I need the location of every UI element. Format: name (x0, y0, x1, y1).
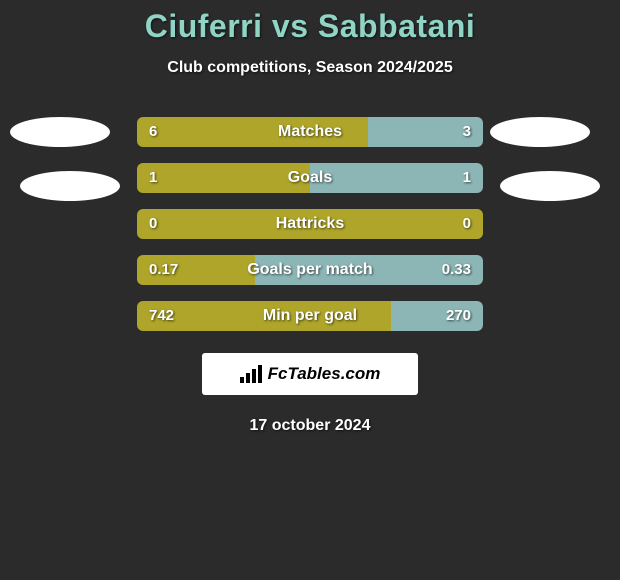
stat-value-right: 0.33 (442, 255, 471, 285)
stat-row: 0.170.33Goals per match (137, 255, 483, 285)
stat-value-right: 1 (463, 163, 471, 193)
stat-value-left: 742 (149, 301, 174, 331)
stat-value-left: 6 (149, 117, 157, 147)
stats-area: 63Matches11Goals00Hattricks0.170.33Goals… (0, 117, 620, 331)
stat-value-right: 3 (463, 117, 471, 147)
right-player-oval (490, 117, 590, 147)
stat-value-left: 0 (149, 209, 157, 239)
left-player-oval (20, 171, 120, 201)
stat-bar-left (137, 163, 310, 193)
stat-value-left: 1 (149, 163, 157, 193)
bars-icon (240, 365, 262, 383)
stat-row: 00Hattricks (137, 209, 483, 239)
stat-value-left: 0.17 (149, 255, 178, 285)
branding-text: FcTables.com (268, 364, 381, 384)
stat-bar-left (137, 117, 368, 147)
stat-bar-left (137, 209, 483, 239)
comparison-infographic: Ciuferri vs Sabbatani Club competitions,… (0, 0, 620, 435)
stat-bar-left (137, 301, 391, 331)
right-player-oval (500, 171, 600, 201)
stat-value-right: 270 (446, 301, 471, 331)
date-text: 17 october 2024 (0, 417, 620, 435)
page-title: Ciuferri vs Sabbatani (0, 8, 620, 45)
left-player-oval (10, 117, 110, 147)
stat-value-right: 0 (463, 209, 471, 239)
stat-row: 742270Min per goal (137, 301, 483, 331)
subtitle: Club competitions, Season 2024/2025 (0, 59, 620, 77)
stat-row: 11Goals (137, 163, 483, 193)
stat-bar-right (310, 163, 483, 193)
branding-badge: FcTables.com (202, 353, 418, 395)
stat-row: 63Matches (137, 117, 483, 147)
